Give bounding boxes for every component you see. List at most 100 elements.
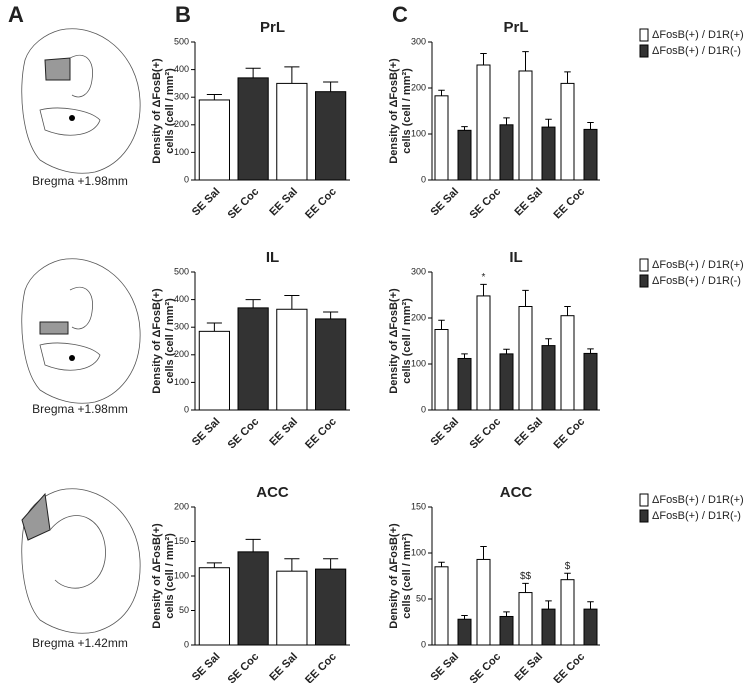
y-axis-label: Density of ΔFosB(+) — [388, 288, 400, 394]
x-tick-label: SE Coc — [467, 651, 503, 683]
x-tick-label: SE Coc — [226, 186, 262, 222]
brain-diagram: Bregma +1.42mm — [21, 488, 141, 650]
annotation: $ — [565, 561, 571, 572]
y-tick-label: 200 — [174, 349, 189, 359]
x-tick-label: EE Coc — [551, 651, 587, 683]
bar — [518, 592, 533, 646]
bregma-label: Bregma +1.42mm — [32, 636, 128, 650]
x-tick-label: EE Coc — [303, 186, 339, 222]
error-bar — [323, 81, 339, 92]
bar — [541, 345, 556, 411]
panel-label: C — [392, 2, 408, 27]
error-bar — [545, 118, 552, 128]
bar — [499, 353, 514, 411]
bar — [583, 352, 598, 411]
bar — [560, 315, 575, 411]
brain-diagram: Bregma +1.98mm — [21, 258, 141, 416]
x-tick-label: SE Sal — [428, 186, 461, 219]
y-axis-label: cells (cell / mm²) — [401, 68, 413, 154]
bar — [315, 568, 347, 646]
error-bar — [564, 572, 571, 580]
error-bar — [323, 311, 339, 319]
bar — [457, 357, 472, 411]
y-tick-label: 100 — [174, 570, 189, 580]
y-axis-label: cells (cell / mm²) — [164, 533, 176, 619]
error-bar — [522, 51, 529, 71]
error-bar — [323, 558, 339, 570]
error-bar — [438, 319, 445, 330]
error-bar — [461, 353, 468, 359]
y-tick-label: 300 — [411, 36, 426, 46]
bar — [434, 95, 449, 181]
error-bar — [284, 558, 300, 572]
bar — [198, 567, 230, 646]
y-tick-label: 300 — [411, 266, 426, 276]
error-bar — [564, 71, 571, 84]
panel-label: A — [8, 2, 24, 27]
error-bar — [587, 601, 594, 610]
y-tick-label: 200 — [411, 82, 426, 92]
bar — [276, 308, 308, 411]
x-tick-label: EE Sal — [267, 651, 300, 683]
bar — [434, 329, 449, 411]
x-tick-label: EE Sal — [267, 416, 300, 449]
y-tick-label: 0 — [421, 639, 426, 649]
y-tick-label: 0 — [421, 404, 426, 414]
bar — [518, 70, 533, 181]
error-bar — [480, 546, 487, 560]
legend-label: ΔFosB(+) / D1R(-) — [652, 275, 741, 287]
legend-label: ΔFosB(+) / D1R(+) — [652, 259, 744, 271]
y-axis-label: Density of ΔFosB(+) — [151, 523, 163, 629]
bar — [198, 99, 230, 181]
error-bar — [245, 67, 261, 78]
y-tick-label: 200 — [174, 501, 189, 511]
error-bar — [503, 348, 510, 354]
annotation: * — [482, 272, 486, 283]
legend-label: ΔFosB(+) / D1R(-) — [652, 45, 741, 57]
bar — [237, 307, 269, 411]
y-tick-label: 150 — [411, 501, 426, 511]
error-bar — [206, 93, 222, 100]
legend-swatch — [639, 493, 649, 507]
y-tick-label: 400 — [174, 294, 189, 304]
bar — [237, 551, 269, 646]
x-tick-label: EE Coc — [303, 651, 339, 683]
error-bar — [284, 66, 300, 84]
y-axis-label: cells (cell / mm²) — [164, 298, 176, 384]
error-bar — [587, 122, 594, 130]
bar — [237, 77, 269, 181]
error-bar — [245, 538, 261, 552]
x-tick-label: SE Sal — [428, 416, 461, 449]
bar — [541, 126, 556, 181]
x-tick-label: EE Sal — [512, 186, 545, 219]
bar — [457, 129, 472, 181]
error-bar — [564, 306, 571, 316]
y-tick-label: 300 — [174, 92, 189, 102]
legend-swatch — [639, 258, 649, 272]
legend-label: ΔFosB(+) / D1R(+) — [652, 29, 744, 41]
y-axis-label: Density of ΔFosB(+) — [388, 58, 400, 164]
x-tick-label: EE Coc — [303, 416, 339, 452]
panel-label: B — [175, 2, 191, 27]
x-tick-label: SE Coc — [226, 416, 262, 452]
y-tick-label: 0 — [184, 639, 189, 649]
bar — [198, 330, 230, 411]
error-bar — [480, 53, 487, 65]
error-bar — [503, 611, 510, 617]
y-tick-label: 100 — [174, 147, 189, 157]
bar — [315, 91, 347, 181]
y-tick-label: 0 — [184, 174, 189, 184]
y-tick-label: 100 — [411, 128, 426, 138]
bar — [560, 579, 575, 646]
y-axis-label: cells (cell / mm²) — [401, 533, 413, 619]
error-bar — [522, 289, 529, 307]
error-bar — [461, 126, 468, 131]
bar — [457, 618, 472, 646]
chart-title: ACC — [256, 484, 289, 501]
y-axis-label: cells (cell / mm²) — [164, 68, 176, 154]
error-bar — [545, 600, 552, 610]
bar — [476, 558, 491, 646]
bar — [434, 566, 449, 646]
x-tick-label: SE Coc — [226, 651, 262, 683]
